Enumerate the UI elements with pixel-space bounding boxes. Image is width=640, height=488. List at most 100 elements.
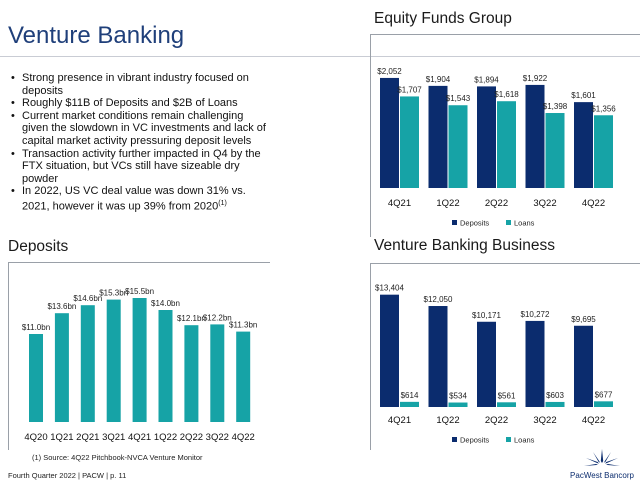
deposits-x-tick-label: 4Q20 xyxy=(24,432,47,443)
deposits-bar xyxy=(574,102,593,188)
x-tick-label: 2Q22 xyxy=(485,415,508,426)
legend-swatch-deposits xyxy=(452,220,457,225)
loans-bar xyxy=(448,105,468,188)
bullet-item: In 2022, US VC deal value was down 31% v… xyxy=(10,185,272,213)
deposits-bar xyxy=(158,310,173,422)
deposits-x-tick-label: 4Q21 xyxy=(128,432,151,443)
deposits-bar xyxy=(184,325,199,422)
loans-bar xyxy=(545,401,565,407)
deposits-data-label: $1,601 xyxy=(571,91,596,100)
deposits-bar xyxy=(477,321,496,407)
page-title: Venture Banking xyxy=(8,22,185,49)
deposits-data-label: $2,052 xyxy=(377,67,402,76)
deposits-data-label: $1,904 xyxy=(426,75,451,84)
deposits-x-tick-label: 2Q21 xyxy=(76,432,99,443)
deposits-chart-title: Deposits xyxy=(8,238,69,255)
legend-label-loans: Loans xyxy=(514,219,535,228)
deposits-bar xyxy=(54,313,69,422)
footnote-ref: (1) xyxy=(218,199,227,207)
loans-data-label: $1,356 xyxy=(591,104,616,113)
starburst-icon xyxy=(584,449,620,466)
deposits-data-label: $10,171 xyxy=(472,311,501,320)
equity-funds-chart-title: Equity Funds Group xyxy=(374,10,512,27)
x-tick-label: 4Q22 xyxy=(582,415,605,426)
deposits-data-label: $15.5bn xyxy=(125,287,154,296)
legend-swatch-deposits xyxy=(452,437,457,442)
loans-bar xyxy=(594,115,613,188)
venture-business-chart: $13,404 $614 4Q21 $12,050 $534 1Q22 $10,171 $56… xyxy=(375,284,613,445)
loans-data-label: $561 xyxy=(498,391,516,400)
loans-data-label: $677 xyxy=(595,390,613,399)
x-tick-label: 3Q22 xyxy=(533,198,556,209)
logo-text: PacWest Bancorp xyxy=(570,471,634,480)
deposits-bar xyxy=(525,320,545,407)
deposits-bar xyxy=(29,334,43,422)
deposits-data-label: $13.6bn xyxy=(47,302,76,311)
loans-data-label: $603 xyxy=(546,391,564,400)
deposits-bar xyxy=(210,324,225,422)
deposits-bar xyxy=(574,325,593,407)
loans-bar xyxy=(400,401,419,407)
legend-label-loans: Loans xyxy=(514,436,535,445)
deposits-data-label: $1,894 xyxy=(474,75,499,84)
deposits-bar xyxy=(428,85,448,188)
loans-data-label: $1,707 xyxy=(397,85,422,94)
loans-data-label: $1,618 xyxy=(494,90,519,99)
loans-bar xyxy=(545,113,565,188)
deposits-bar xyxy=(380,77,399,188)
legend-label-deposits: Deposits xyxy=(460,219,489,228)
deposits-data-label: $14.6bn xyxy=(73,294,102,303)
deposits-data-label: $10,272 xyxy=(521,310,550,319)
deposits-data-label: $9,695 xyxy=(571,315,596,324)
deposits-data-label: $13,404 xyxy=(375,284,404,293)
bullet-item: Roughly $11B of Deposits and $2B of Loan… xyxy=(10,97,272,110)
legend-swatch-loans xyxy=(506,437,511,442)
bullet-item: Strong presence in vibrant industry focu… xyxy=(10,72,272,97)
loans-data-label: $534 xyxy=(449,392,467,401)
deposits-x-tick-label: 2Q22 xyxy=(180,432,203,443)
bullet-item: Transaction activity further impacted in… xyxy=(10,148,272,186)
deposits-bar xyxy=(525,84,545,188)
bullet-item: Current market conditions remain challen… xyxy=(10,110,272,148)
bullet-text: In 2022, US VC deal value was down 31% v… xyxy=(22,185,246,213)
deposits-data-label: $11.3bn xyxy=(229,321,257,330)
x-tick-label: 4Q22 xyxy=(582,198,605,209)
deposits-bar xyxy=(477,86,496,188)
footer-text: Fourth Quarter 2022 | PACW | p. 11 xyxy=(8,471,127,480)
legend-swatch-loans xyxy=(506,220,511,225)
loans-data-label: $1,543 xyxy=(446,94,471,103)
loans-data-label: $1,398 xyxy=(543,102,568,111)
legend-label-deposits: Deposits xyxy=(460,436,489,445)
deposits-data-label: $12.1bn xyxy=(177,314,206,323)
pacwest-logo: PacWest Bancorp xyxy=(570,449,634,480)
bullet-text: Strong presence in vibrant industry focu… xyxy=(22,72,249,97)
bullet-text: Current market conditions remain challen… xyxy=(22,109,266,147)
loans-bar xyxy=(497,402,516,407)
loans-bar xyxy=(594,401,613,407)
bullet-text: Roughly $11B of Deposits and $2B of Loan… xyxy=(22,97,238,110)
loans-bar xyxy=(497,101,516,188)
deposits-data-label: $15.3bn xyxy=(99,289,128,298)
x-tick-label: 3Q22 xyxy=(533,415,556,426)
deposits-bar xyxy=(106,299,121,422)
x-tick-label: 4Q21 xyxy=(388,415,411,426)
deposits-x-tick-label: 3Q22 xyxy=(206,432,229,443)
x-tick-label: 2Q22 xyxy=(485,198,508,209)
x-tick-label: 4Q21 xyxy=(388,198,411,209)
deposits-bar xyxy=(80,305,95,422)
loans-bar xyxy=(400,96,419,188)
deposits-x-tick-label: 4Q22 xyxy=(232,432,255,443)
x-tick-label: 1Q22 xyxy=(436,198,459,209)
deposits-bar xyxy=(428,306,448,407)
bullet-list: Strong presence in vibrant industry focu… xyxy=(10,72,272,213)
deposits-data-label: $12.2bn xyxy=(203,313,232,322)
deposits-x-tick-label: 1Q21 xyxy=(50,432,73,443)
equity-funds-chart: $2,052 $1,707 4Q21 $1,904 $1,543 1Q22 $1,894 $1… xyxy=(377,67,616,228)
deposits-x-tick-label: 1Q22 xyxy=(154,432,177,443)
deposits-bar xyxy=(132,298,147,422)
loans-data-label: $614 xyxy=(401,391,419,400)
deposits-x-tick-label: 3Q21 xyxy=(102,432,125,443)
deposits-data-label: $12,050 xyxy=(424,295,453,304)
deposits-bar xyxy=(236,331,251,422)
bullet-text: Transaction activity further impacted in… xyxy=(22,147,261,185)
